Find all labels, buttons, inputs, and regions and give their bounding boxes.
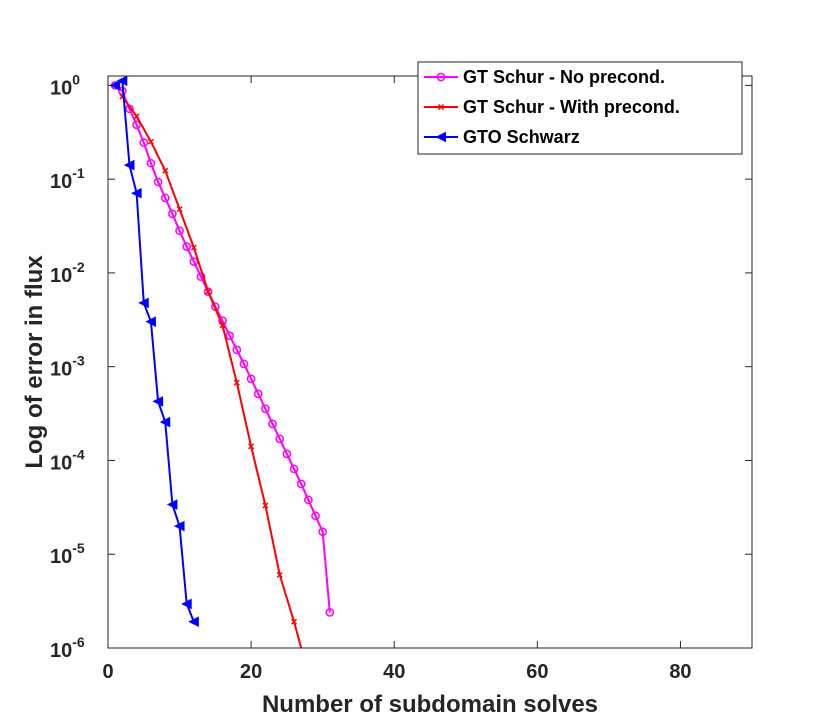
- data-point: [160, 193, 170, 203]
- data-point: [116, 75, 128, 86]
- y-tick-label: 10-3: [50, 353, 85, 381]
- legend-label: GT Schur - No precond.: [463, 67, 665, 87]
- x-tick-label: 80: [669, 661, 691, 683]
- data-point: [232, 345, 242, 355]
- data-point: [291, 618, 298, 625]
- data-point: [246, 374, 256, 384]
- data-point: [436, 72, 446, 82]
- data-point: [188, 616, 199, 628]
- legend: GT Schur - No precond. GT Schur - With pr…: [417, 61, 743, 155]
- data-point: [166, 499, 178, 510]
- series-line: [114, 79, 195, 623]
- data-point: [253, 389, 263, 399]
- data-point: [173, 520, 185, 532]
- y-axis-label: Log of error in flux: [21, 255, 48, 469]
- data-point: [289, 464, 299, 474]
- data-point: [318, 527, 328, 537]
- y-tick-label: 10-2: [50, 259, 85, 287]
- data-point: [133, 113, 140, 120]
- data-point: [205, 288, 212, 295]
- data-point: [152, 396, 164, 407]
- data-point: [190, 244, 197, 251]
- legend-label: GT Schur - With precond.: [463, 97, 680, 117]
- data-point: [311, 511, 320, 521]
- data-point: [138, 297, 149, 309]
- y-tick-label: 10-5: [50, 540, 85, 568]
- legend-item: GT Schur - No precond.: [424, 67, 665, 87]
- data-point: [162, 167, 169, 174]
- data-point: [275, 434, 285, 444]
- data-point: [203, 287, 213, 297]
- data-point: [182, 242, 192, 252]
- series-line: [114, 84, 331, 613]
- x-tick-label: 0: [102, 661, 113, 683]
- data-point: [181, 598, 192, 610]
- data-point: [296, 479, 306, 489]
- data-point: [276, 571, 283, 578]
- series-gto-schwarz: [109, 75, 199, 628]
- data-point: [268, 419, 277, 429]
- data-point: [176, 206, 183, 213]
- data-point: [168, 209, 177, 219]
- data-point: [261, 404, 270, 414]
- plot-background: [108, 76, 752, 648]
- legend-item: GT Schur - With precond.: [424, 97, 680, 117]
- data-point: [304, 495, 313, 505]
- data-point: [325, 608, 335, 617]
- data-point: [153, 177, 163, 187]
- y-tick-label: 10-1: [50, 165, 85, 193]
- y-tick-labels: 100 10-1 10-2 10-3 10-4 10-5 10-6: [50, 71, 85, 662]
- data-point: [248, 443, 255, 450]
- data-point: [159, 416, 171, 428]
- legend-item: GTO Schwarz: [424, 127, 580, 147]
- data-point: [239, 359, 249, 369]
- data-point: [282, 449, 292, 459]
- data-point: [437, 103, 445, 111]
- data-point: [131, 187, 142, 199]
- data-point: [132, 120, 141, 130]
- data-point: [145, 316, 156, 327]
- x-tick-label: 60: [526, 661, 548, 683]
- series-line: [121, 96, 303, 649]
- y-tick-label: 100: [50, 71, 80, 99]
- data-point: [139, 138, 149, 147]
- y-tick-label: 10-4: [50, 446, 85, 474]
- data-point: [175, 226, 184, 236]
- data-point: [109, 80, 121, 91]
- legend-label: GTO Schwarz: [463, 127, 580, 147]
- data-point: [233, 379, 240, 386]
- x-tick-labels: 0 20 40 60 80: [102, 661, 691, 683]
- series-gt-schur-with-precond: [119, 93, 303, 649]
- y-tick-label: 10-6: [50, 634, 85, 662]
- x-tick-label: 20: [240, 661, 262, 683]
- data-point: [262, 502, 269, 509]
- x-axis-label: Number of subdomain solves: [262, 691, 598, 718]
- series-layer: [109, 75, 335, 649]
- data-point: [219, 322, 226, 329]
- data-point: [123, 159, 135, 171]
- data-point: [196, 272, 206, 282]
- x-tick-label: 40: [383, 661, 405, 683]
- data-point: [146, 158, 156, 168]
- data-point: [435, 131, 446, 143]
- legend-box: [417, 61, 743, 155]
- data-point: [147, 138, 154, 145]
